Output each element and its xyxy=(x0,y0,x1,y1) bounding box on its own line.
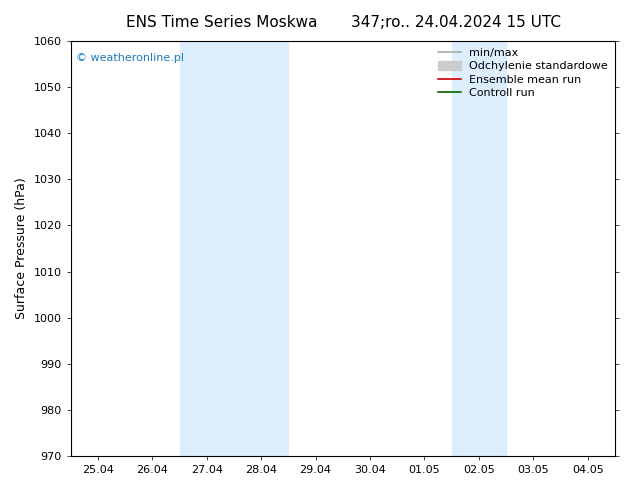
Bar xyxy=(179,41,288,456)
Legend: min/max, Odchylenie standardowe, Ensemble mean run, Controll run: min/max, Odchylenie standardowe, Ensembl… xyxy=(434,43,612,102)
Text: 347;ro.. 24.04.2024 15 UTC: 347;ro.. 24.04.2024 15 UTC xyxy=(351,15,562,30)
Y-axis label: Surface Pressure (hPa): Surface Pressure (hPa) xyxy=(15,178,28,319)
Text: ENS Time Series Moskwa: ENS Time Series Moskwa xyxy=(126,15,318,30)
Bar xyxy=(451,41,506,456)
Text: © weatheronline.pl: © weatheronline.pl xyxy=(76,53,184,64)
